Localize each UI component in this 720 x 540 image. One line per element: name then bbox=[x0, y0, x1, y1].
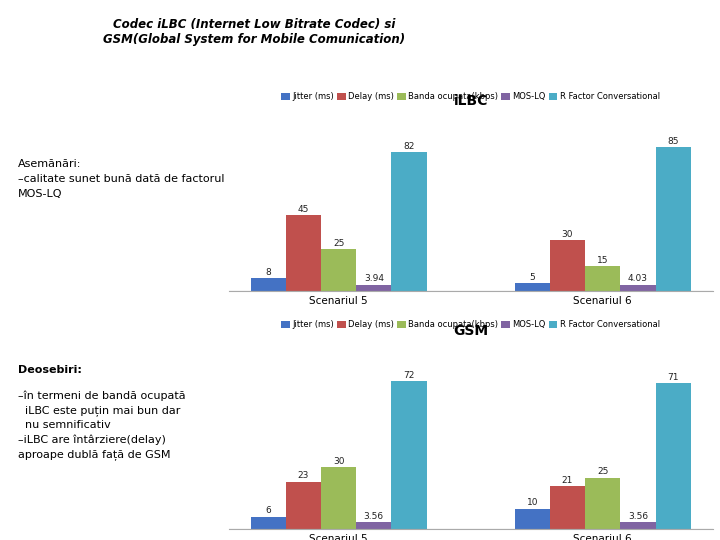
Text: 25: 25 bbox=[597, 467, 608, 476]
Bar bbox=[550, 486, 585, 529]
Bar bbox=[356, 522, 392, 529]
Bar bbox=[585, 478, 621, 529]
Text: 15: 15 bbox=[597, 256, 608, 265]
Text: 8: 8 bbox=[265, 268, 271, 276]
Bar bbox=[392, 152, 427, 292]
Bar bbox=[585, 266, 621, 292]
Text: 3.56: 3.56 bbox=[364, 511, 384, 521]
Text: 21: 21 bbox=[562, 476, 573, 484]
Text: 82: 82 bbox=[403, 142, 415, 151]
Bar bbox=[656, 383, 690, 529]
Text: 85: 85 bbox=[667, 137, 679, 146]
Title: iLBC: iLBC bbox=[454, 94, 488, 108]
Text: –în termeni de bandă ocupată
  iLBC este puțin mai bun dar
  nu semnificativ
–iL: –în termeni de bandă ocupată iLBC este p… bbox=[17, 391, 185, 460]
Text: 5: 5 bbox=[529, 273, 535, 282]
Text: 10: 10 bbox=[526, 498, 538, 507]
Text: 4.03: 4.03 bbox=[628, 274, 648, 284]
Bar bbox=[515, 283, 550, 292]
Text: Codec iLBC (Internet Low Bitrate Codec) si
GSM(Global System for Mobile Comunica: Codec iLBC (Internet Low Bitrate Codec) … bbox=[103, 18, 405, 46]
Bar bbox=[621, 285, 656, 292]
Bar bbox=[515, 509, 550, 529]
Text: Deosebiri:: Deosebiri: bbox=[17, 366, 81, 375]
Text: 71: 71 bbox=[667, 373, 679, 382]
Text: 30: 30 bbox=[562, 230, 573, 239]
Bar bbox=[321, 249, 356, 292]
Legend: Jitter (ms), Delay (ms), Banda ocupata(kbps), MOS-LQ, R Factor Conversational: Jitter (ms), Delay (ms), Banda ocupata(k… bbox=[278, 317, 663, 333]
Bar bbox=[286, 215, 321, 292]
Bar bbox=[621, 522, 656, 529]
Text: Asemănări:
–calitate sunet bună dată de factorul
MOS-LQ: Asemănări: –calitate sunet bună dată de … bbox=[17, 159, 224, 199]
Text: 72: 72 bbox=[403, 370, 415, 380]
Text: 6: 6 bbox=[265, 507, 271, 516]
Title: GSM: GSM bbox=[453, 325, 488, 338]
Text: 25: 25 bbox=[333, 239, 344, 248]
Legend: Jitter (ms), Delay (ms), Banda ocupata(kbps), MOS-LQ, R Factor Conversational: Jitter (ms), Delay (ms), Banda ocupata(k… bbox=[278, 89, 663, 105]
Bar bbox=[286, 482, 321, 529]
Text: 23: 23 bbox=[297, 471, 309, 481]
Bar bbox=[392, 381, 427, 529]
Bar bbox=[251, 517, 286, 529]
Text: 30: 30 bbox=[333, 457, 344, 466]
Bar bbox=[321, 468, 356, 529]
Bar bbox=[550, 240, 585, 292]
Bar bbox=[656, 147, 690, 292]
Bar bbox=[356, 285, 392, 292]
Bar bbox=[251, 278, 286, 292]
Text: 3.56: 3.56 bbox=[628, 511, 648, 521]
Text: 3.94: 3.94 bbox=[364, 274, 384, 284]
Text: 45: 45 bbox=[297, 205, 309, 214]
